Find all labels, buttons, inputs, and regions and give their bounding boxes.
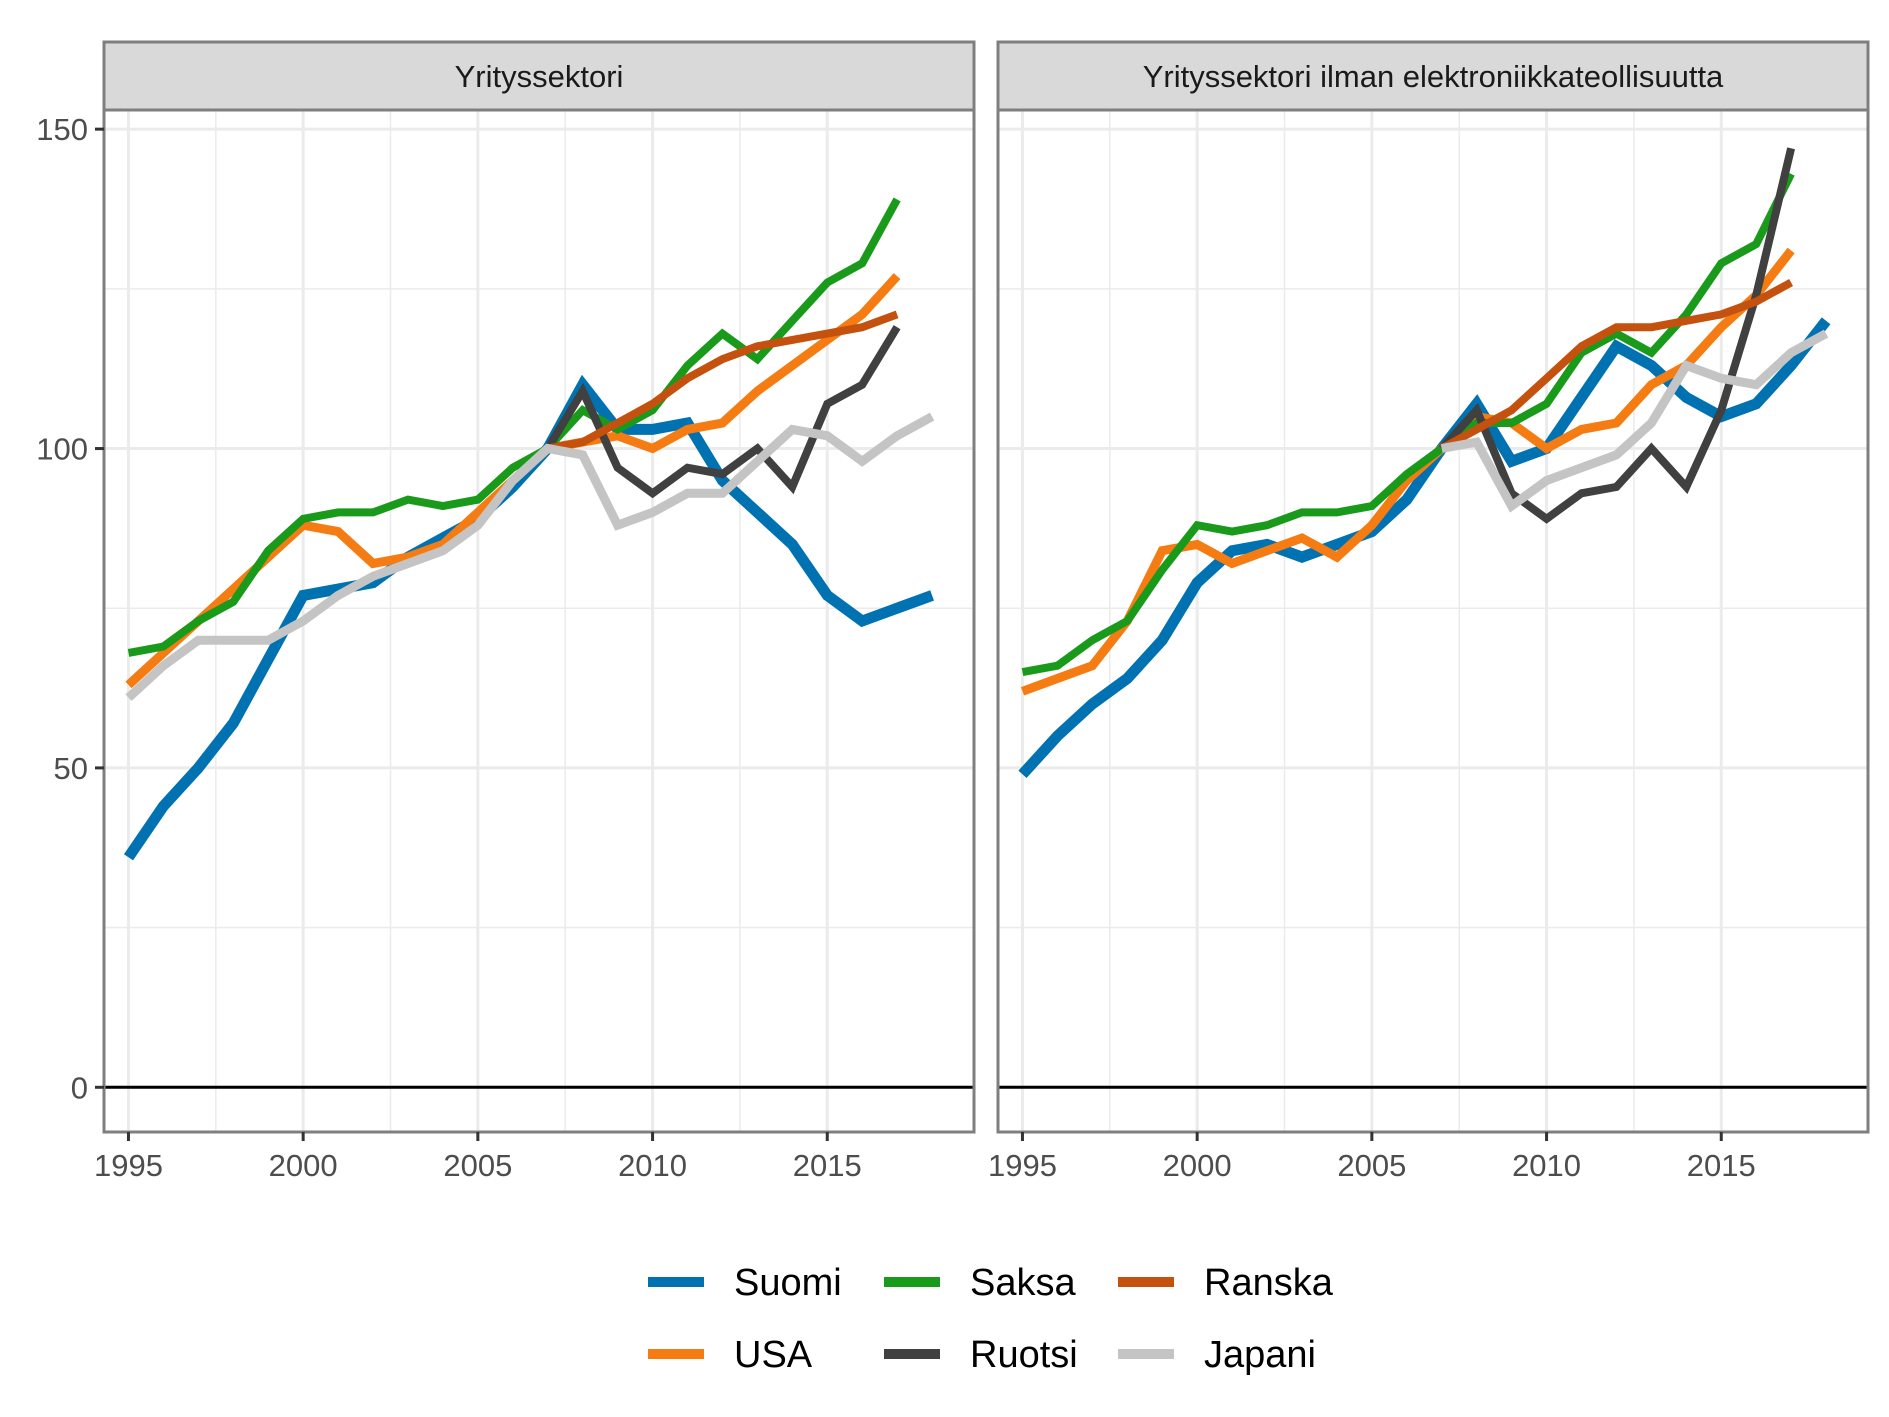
legend-item-ranska: Ranska [1118,1262,1334,1304]
facet-strip [996,40,1870,112]
panel-border [996,108,1870,1134]
y-tick-label: 0 [71,1070,88,1105]
panel-2: Yrityssektori ilman elektroniikkateollis… [988,40,1870,1183]
x-tick-label: 1995 [94,1148,163,1183]
x-tick-label: 2000 [269,1148,338,1183]
legend-label: Japani [1204,1334,1316,1376]
y-tick-label: 50 [54,751,88,786]
facet-panels: Yrityssektori 1995 2000 2005 2010 2015 0 50 100 1… [36,40,1870,1183]
y-tick-label: 150 [36,112,88,147]
legend-item-japani: Japani [1118,1334,1316,1376]
y-tick-label: 100 [36,432,88,467]
x-tick-label: 2015 [793,1148,862,1183]
series-line-suomi [1018,317,1831,779]
series-line-usa [1020,247,1795,696]
panel-1: Yrityssektori 1995 2000 2005 2010 2015 0 50 100 1… [36,40,976,1183]
series-line-ruotsi [544,325,901,499]
legend-label: USA [734,1334,813,1376]
x-tick-label: 2010 [618,1148,687,1183]
series-line-saksa [1021,172,1795,677]
x-tick-label: 2015 [1687,1148,1756,1183]
x-tick-label: 2010 [1512,1148,1581,1183]
legend-label: Saksa [970,1262,1076,1304]
legend-item-saksa: Saksa [884,1262,1076,1304]
series-line-japani [1440,329,1829,513]
series-line-ranska [546,310,899,453]
legend-label: Ranska [1204,1262,1334,1304]
facet-title: Yrityssektori [455,59,624,94]
legend-label: Ruotsi [970,1334,1078,1376]
facet-title: Yrityssektori ilman elektroniikkateollis… [1143,59,1724,94]
x-tick-label: 2005 [443,1148,512,1183]
legend-label: Suomi [734,1262,842,1304]
facet-strip [102,40,976,112]
legend-item-suomi: Suomi [648,1262,842,1304]
x-tick-label: 2000 [1163,1148,1232,1183]
plot-area [998,110,1868,1132]
series-line-ruotsi [1438,147,1795,524]
x-tick-label: 1995 [988,1148,1057,1183]
legend-item-ruotsi: Ruotsi [884,1334,1078,1376]
series-line-japani [125,412,935,702]
legend-item-usa: USA [648,1334,813,1376]
panel-border [102,108,976,1134]
x-tick-label: 2005 [1337,1148,1406,1183]
plot-area [104,110,974,1132]
series-line-ranska [1439,278,1794,453]
legend: Suomi Saksa Ranska USA Ruotsi Japani [648,1262,1334,1376]
